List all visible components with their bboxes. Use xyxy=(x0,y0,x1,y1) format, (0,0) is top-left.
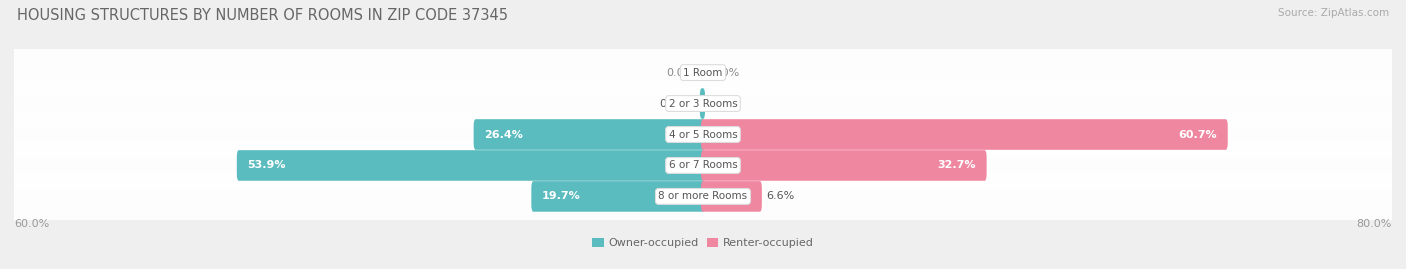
Text: 60.7%: 60.7% xyxy=(1178,129,1218,140)
Text: 53.9%: 53.9% xyxy=(247,161,285,171)
FancyBboxPatch shape xyxy=(474,119,704,150)
Text: Source: ZipAtlas.com: Source: ZipAtlas.com xyxy=(1278,8,1389,18)
Text: 0.0%: 0.0% xyxy=(666,68,695,77)
Text: 8 or more Rooms: 8 or more Rooms xyxy=(658,192,748,201)
Text: 26.4%: 26.4% xyxy=(484,129,523,140)
Text: 6 or 7 Rooms: 6 or 7 Rooms xyxy=(669,161,737,171)
FancyBboxPatch shape xyxy=(11,80,1395,127)
FancyBboxPatch shape xyxy=(11,111,1395,158)
Text: 0.0%: 0.0% xyxy=(711,98,740,108)
Text: 32.7%: 32.7% xyxy=(938,161,976,171)
Text: 4 or 5 Rooms: 4 or 5 Rooms xyxy=(669,129,737,140)
FancyBboxPatch shape xyxy=(702,150,987,181)
FancyBboxPatch shape xyxy=(236,150,704,181)
Text: 6.6%: 6.6% xyxy=(766,192,794,201)
Text: 80.0%: 80.0% xyxy=(1357,219,1392,229)
Text: 19.7%: 19.7% xyxy=(541,192,581,201)
Text: 1 Room: 1 Room xyxy=(683,68,723,77)
FancyBboxPatch shape xyxy=(531,181,704,212)
FancyBboxPatch shape xyxy=(11,142,1395,189)
FancyBboxPatch shape xyxy=(11,173,1395,220)
Text: 0.0%: 0.0% xyxy=(711,68,740,77)
FancyBboxPatch shape xyxy=(11,49,1395,96)
Text: 0.13%: 0.13% xyxy=(659,98,695,108)
FancyBboxPatch shape xyxy=(702,181,762,212)
FancyBboxPatch shape xyxy=(700,88,704,119)
FancyBboxPatch shape xyxy=(702,119,1227,150)
Text: 60.0%: 60.0% xyxy=(14,219,49,229)
Text: HOUSING STRUCTURES BY NUMBER OF ROOMS IN ZIP CODE 37345: HOUSING STRUCTURES BY NUMBER OF ROOMS IN… xyxy=(17,8,508,23)
Legend: Owner-occupied, Renter-occupied: Owner-occupied, Renter-occupied xyxy=(588,234,818,253)
Text: 2 or 3 Rooms: 2 or 3 Rooms xyxy=(669,98,737,108)
